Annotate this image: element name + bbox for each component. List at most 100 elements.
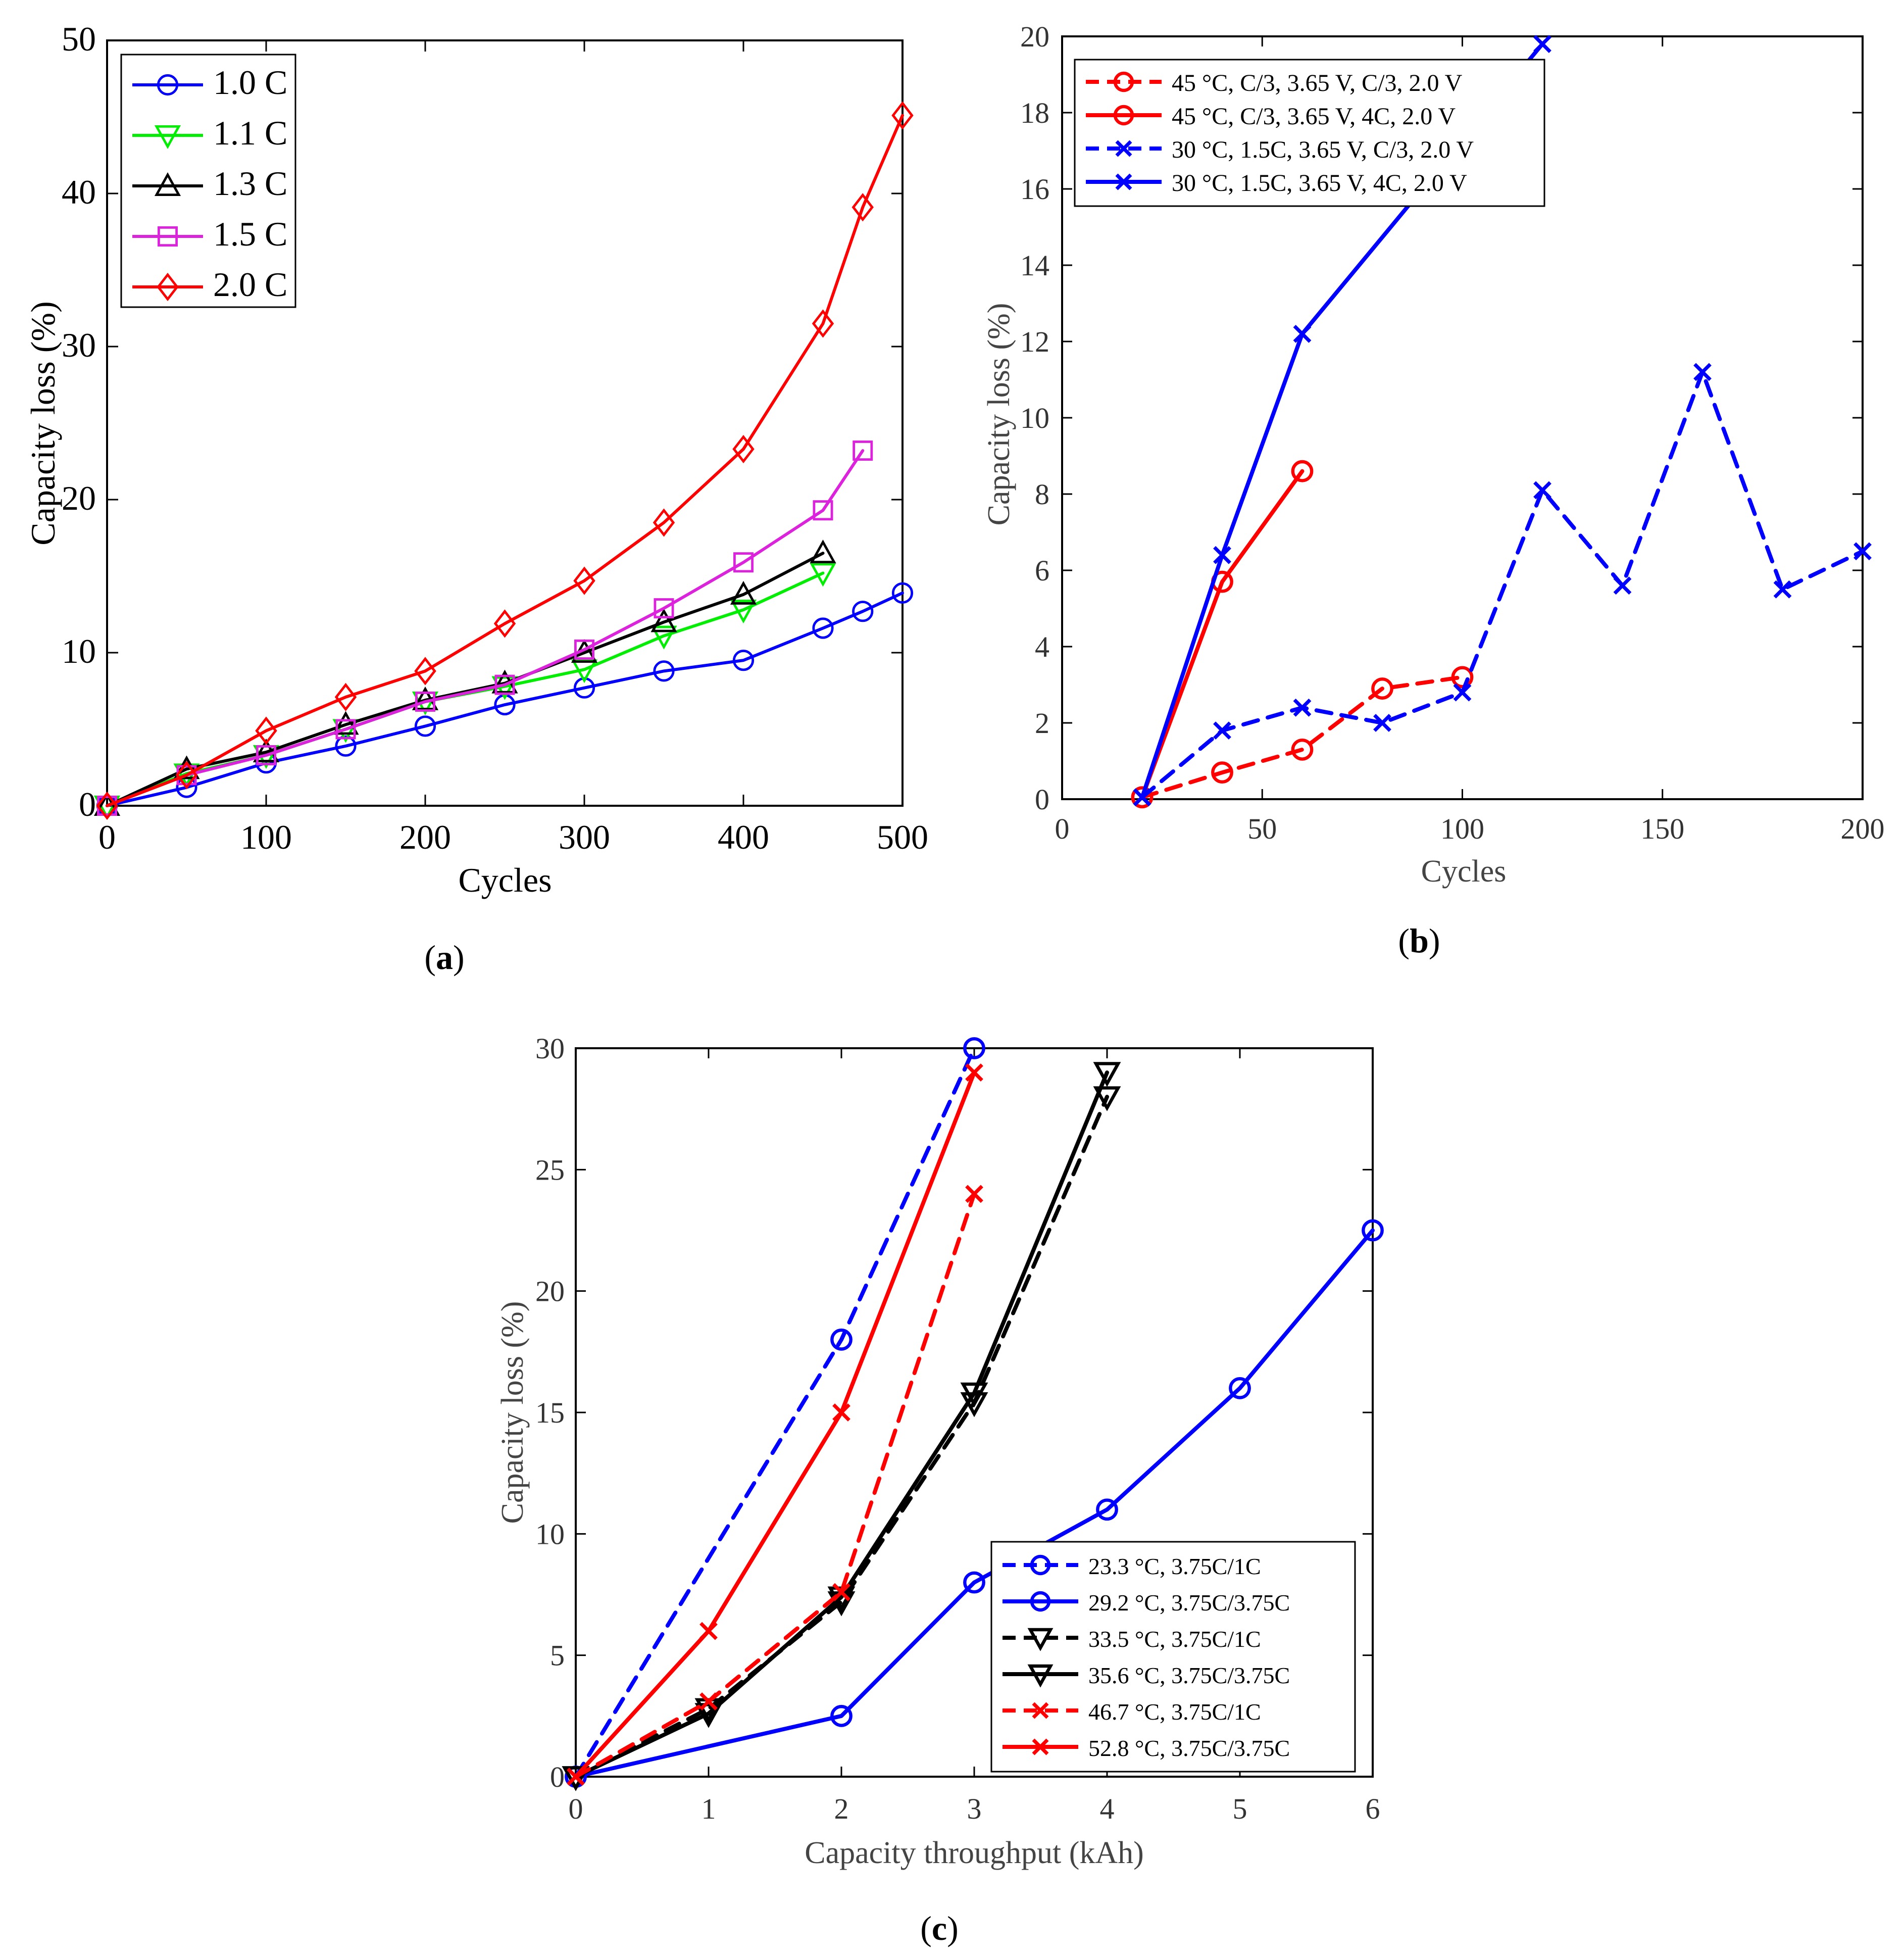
panel-b-ticks: 0 50 100 150 200 0 2 4 6 8 10 12 14 16 18 20	[1020, 20, 1885, 845]
panel-b-x-tick-label: 0	[1055, 812, 1070, 845]
panel-c-data-point	[1096, 1498, 1118, 1521]
panel-a-y-tick-label: 40	[62, 173, 96, 211]
panel-c-data-point	[963, 1037, 985, 1059]
panel-b-data-point	[1133, 788, 1151, 807]
panel-a-data-point	[574, 639, 595, 660]
panel-a-data-point	[650, 625, 677, 650]
panel-b-y-tick-label: 0	[1035, 783, 1049, 816]
panel-c-data-point	[832, 1403, 850, 1422]
panel-b-x-tick-label: 100	[1440, 812, 1484, 845]
panel-b-data-point	[1773, 580, 1792, 599]
panel-c-letter: c	[932, 1909, 947, 1947]
panel-a-x-tick-label: 300	[559, 818, 610, 856]
panel-c-data-point	[965, 1063, 983, 1082]
legend-marker-sample	[1027, 1628, 1054, 1651]
panel-b-data-point	[1371, 677, 1393, 700]
panel-c-legend-box	[990, 1541, 1356, 1773]
panel-a-series-line-4	[106, 114, 904, 807]
panel-b-y-tick-label: 18	[1020, 96, 1049, 129]
panel-c-y-axis-label: Capacity loss (%)	[495, 1301, 530, 1524]
panel-a-data-point	[810, 563, 836, 587]
panel-a-data-point	[173, 755, 200, 779]
legend-entry-label: 1.3 C	[213, 164, 287, 203]
panel-b-series-line-2	[1140, 370, 1865, 800]
panel-c-legend: 23.3 °C, 3.75C/1C 29.2 °C, 3.75C/3.75C 33.…	[990, 1541, 1356, 1773]
panel-b-x-tick-label: 200	[1841, 812, 1885, 845]
panel-a-x-axis-label: Cycles	[458, 861, 552, 899]
panel-a-data-point	[255, 716, 277, 745]
panel-a-data-point	[253, 739, 280, 762]
panel-b-y-tick-label: 16	[1020, 173, 1049, 206]
panel-c-series-line-0	[574, 1046, 976, 1779]
panel-c-data-point	[830, 1704, 853, 1727]
legend-marker-sample	[1113, 71, 1134, 92]
panel-c-data-point	[1229, 1377, 1251, 1399]
panel-c-x-tick-label: 3	[967, 1792, 982, 1825]
panel-b-data-point	[1451, 666, 1474, 689]
panel-a-data-point	[813, 500, 833, 521]
panel-a-y-tick-label: 0	[79, 785, 96, 823]
panel-a-y-axis-label: Capacity loss (%)	[24, 301, 62, 545]
panel-c-x-tick-label: 1	[702, 1792, 716, 1825]
panel-a-data-point	[96, 791, 118, 820]
panel-a-data-point	[853, 441, 873, 461]
legend-entry-label: 45 °C, C/3, 3.65 V, 4C, 2.0 V	[1172, 103, 1456, 130]
panel-c-y-tick-label: 30	[535, 1032, 565, 1065]
panel-b-series-line-0	[1140, 675, 1465, 800]
panel-a-caption: (a)	[424, 938, 464, 976]
legend-entry-label: 1.5 C	[213, 215, 287, 253]
panel-c-series-line-3	[574, 1070, 1109, 1779]
legend-marker-sample	[1115, 140, 1132, 157]
panel-a-data-point	[851, 193, 874, 222]
panel-a-x-tick-label: 100	[240, 818, 292, 856]
panel-c-caption: (c)	[920, 1909, 959, 1947]
panel-a-data-point	[334, 682, 357, 711]
panel-c-y-tick-label: 25	[535, 1153, 565, 1186]
panel-a-data-point	[812, 309, 834, 338]
panel-b-x-axis-label: Cycles	[1421, 854, 1507, 889]
panel-b-data-point	[1211, 761, 1233, 784]
panel-c-y-tick-label: 10	[535, 1518, 565, 1550]
panel-a-data-point	[414, 715, 436, 737]
legend-marker-sample	[1032, 1738, 1049, 1755]
panel-b-y-tick-label: 6	[1035, 554, 1049, 587]
panel-b-data-point	[1613, 576, 1632, 595]
panel-c-x-tick-label: 2	[834, 1792, 849, 1825]
panel-c-series-line-5	[574, 1070, 976, 1779]
panel-b-y-tick-label: 20	[1020, 20, 1049, 53]
panel-c-data-point	[1093, 1086, 1121, 1111]
panel-b-legend: 45 °C, C/3, 3.65 V, C/3, 2.0 V 45 °C, C/3…	[1074, 59, 1545, 207]
panel-b-data-point	[1293, 325, 1312, 343]
panel-a-series	[93, 101, 914, 820]
panel-a-data-point	[256, 745, 276, 766]
panel-b-series	[1131, 35, 1872, 809]
legend-entry-label: 30 °C, 1.5C, 3.65 V, C/3, 2.0 V	[1172, 136, 1474, 163]
panel-a-legend-box	[120, 54, 296, 308]
panel-c-x-tick-label: 6	[1366, 1792, 1380, 1825]
panel-b-data-point	[1853, 542, 1872, 561]
panel-c-data-point	[562, 1766, 590, 1791]
legend-entry-label: 35.6 °C, 3.75C/3.75C	[1088, 1663, 1290, 1688]
panel-b-data-point	[1213, 546, 1231, 564]
legend-entry-label: 45 °C, C/3, 3.65 V, C/3, 2.0 V	[1172, 70, 1463, 96]
legend-marker-sample	[1032, 1702, 1049, 1719]
panel-c-y-tick-label: 20	[535, 1275, 565, 1308]
panel-a-data-point	[573, 566, 595, 595]
panel-a-legend: 1.0 C 1.1 C 1.3 C 1.5 C 2.0 C	[120, 54, 296, 308]
panel-a-data-point	[810, 540, 836, 564]
panel-c-x-tick-label: 0	[569, 1792, 583, 1825]
panel-b: 0 50 100 150 200 0 2 4 6 8 10 12 14 16 18 20 Cycles Cap…	[982, 20, 1885, 960]
panel-b-data-point	[1291, 460, 1314, 482]
panel-a-series-line-3	[106, 449, 865, 807]
panel-c-data-point	[830, 1328, 853, 1351]
panel-c-data-point	[960, 1382, 988, 1408]
panel-a-legend-items: 1.0 C 1.1 C 1.3 C 1.5 C 2.0 C	[132, 63, 287, 304]
legend-entry-label: 46.7 °C, 3.75C/1C	[1088, 1699, 1261, 1725]
panel-c-x-axis-label: Capacity throughput (kAh)	[805, 1836, 1144, 1870]
panel-a-letter: a	[436, 938, 453, 976]
panel-a-data-point	[730, 580, 757, 605]
panel-c-x-tick-label: 5	[1233, 1792, 1247, 1825]
panel-c-data-point	[699, 1692, 718, 1711]
panel-a-data-point	[494, 674, 515, 695]
